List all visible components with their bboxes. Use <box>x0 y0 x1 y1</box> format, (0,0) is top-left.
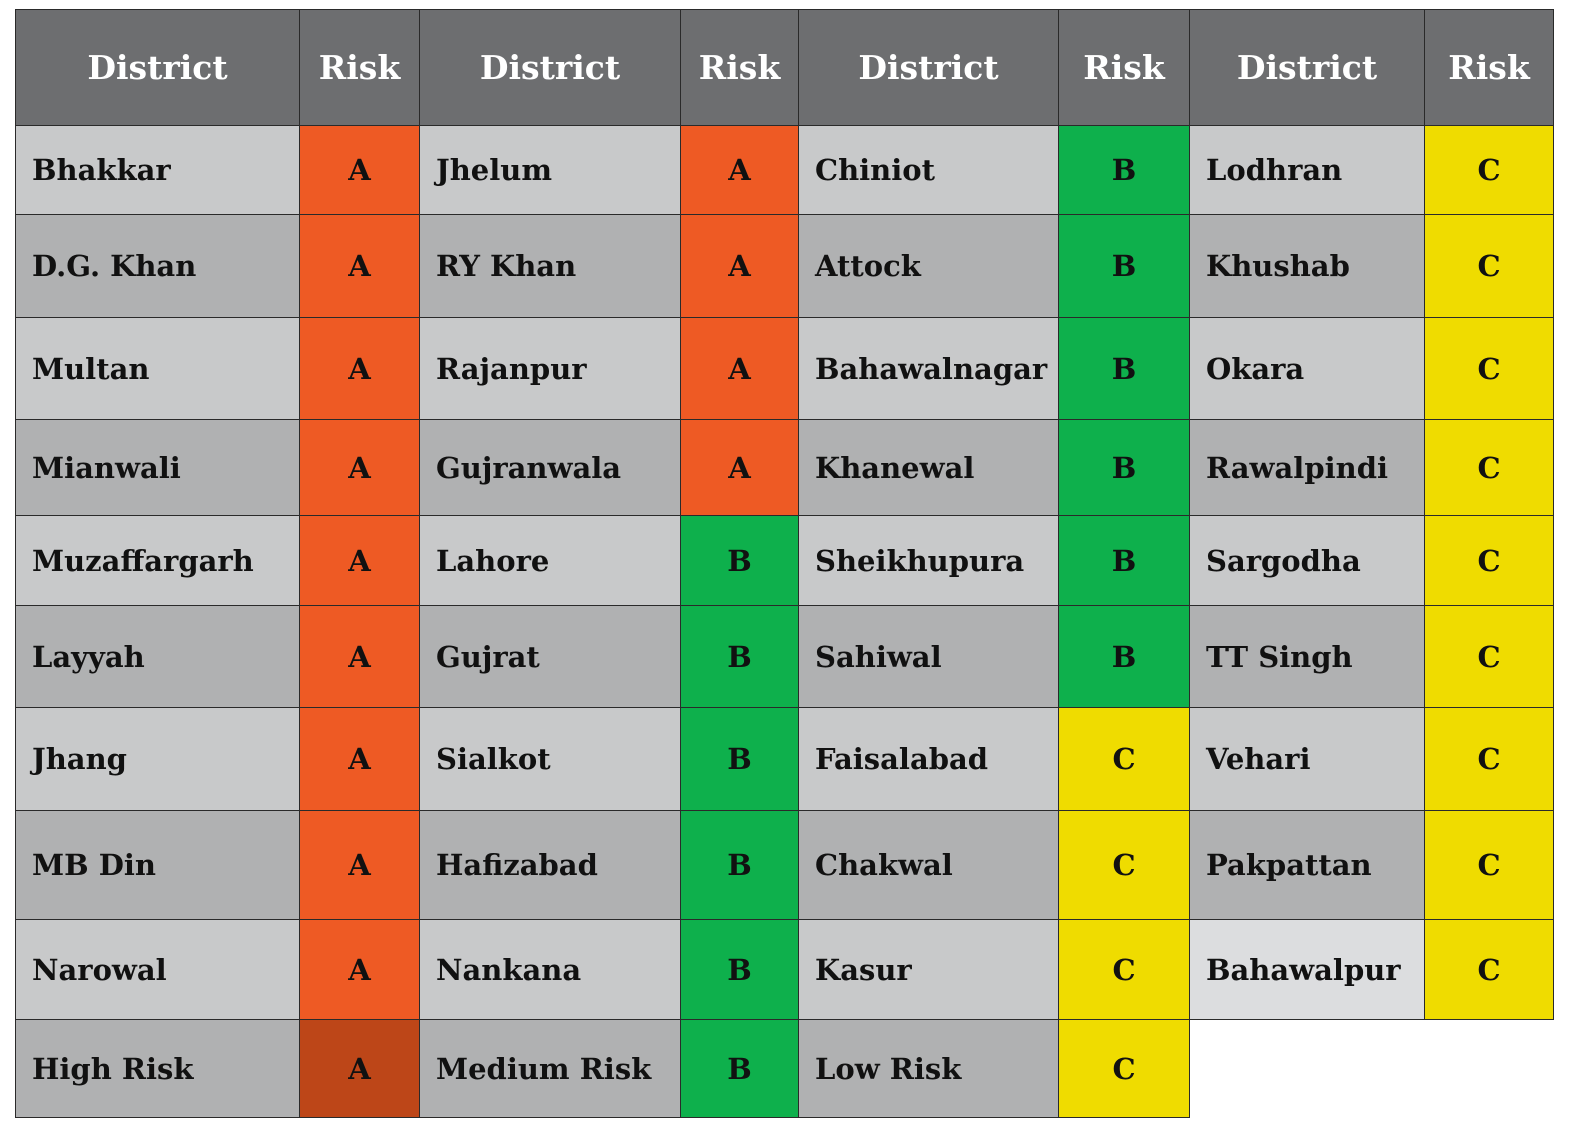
risk-cell: C <box>1058 919 1190 1020</box>
empty-cell <box>1189 1019 1554 1118</box>
district-cell: Sahiwal <box>798 605 1059 708</box>
risk-cell: A <box>680 214 799 318</box>
risk-cell: A <box>299 515 420 606</box>
header-row: District Risk District Risk District Ris… <box>15 9 1554 126</box>
district-cell: Bhakkar <box>15 125 300 215</box>
district-cell: Gujrat <box>419 605 681 708</box>
risk-cell: A <box>299 317 420 420</box>
risk-cell: B <box>1058 125 1190 215</box>
column-header: District <box>419 9 681 126</box>
risk-cell: C <box>1424 707 1554 811</box>
table-row: Layyah A Gujrat B Sahiwal B TT Singh C <box>15 605 1554 708</box>
district-cell: Khushab <box>1189 214 1425 318</box>
district-cell: Vehari <box>1189 707 1425 811</box>
risk-cell: B <box>680 605 799 708</box>
risk-cell: C <box>1058 810 1190 920</box>
risk-cell: A <box>299 707 420 811</box>
district-cell: Rajanpur <box>419 317 681 420</box>
legend-row: High Risk A Medium Risk B Low Risk C <box>15 1019 1554 1118</box>
risk-cell: B <box>680 707 799 811</box>
district-cell: Jhang <box>15 707 300 811</box>
risk-cell: A <box>299 419 420 516</box>
district-cell: Faisalabad <box>798 707 1059 811</box>
district-cell: Layyah <box>15 605 300 708</box>
district-cell: Chakwal <box>798 810 1059 920</box>
risk-cell: B <box>680 515 799 606</box>
district-cell: Nankana <box>419 919 681 1020</box>
risk-cell: C <box>1424 810 1554 920</box>
legend-code: C <box>1058 1019 1190 1118</box>
risk-cell: B <box>680 810 799 920</box>
table-row: Multan A Rajanpur A Bahawalnagar B Okara C <box>15 317 1554 420</box>
legend-code: A <box>299 1019 420 1118</box>
risk-cell: C <box>1058 707 1190 811</box>
risk-cell: A <box>680 125 799 215</box>
table-row: Narowal A Nankana B Kasur C Bahawalpur C <box>15 919 1554 1020</box>
district-cell: Sheikhupura <box>798 515 1059 606</box>
column-header: Risk <box>1058 9 1190 126</box>
district-cell: Kasur <box>798 919 1059 1020</box>
risk-cell: A <box>299 810 420 920</box>
risk-cell: C <box>1424 419 1554 516</box>
column-header: Risk <box>680 9 799 126</box>
risk-cell: A <box>299 125 420 215</box>
risk-cell: C <box>1424 125 1554 215</box>
risk-cell: C <box>1424 605 1554 708</box>
district-cell: Sargodha <box>1189 515 1425 606</box>
table-row: Bhakkar A Jhelum A Chiniot B Lodhran C <box>15 125 1554 215</box>
legend-code: B <box>680 1019 799 1118</box>
risk-cell: A <box>680 419 799 516</box>
column-header: Risk <box>299 9 420 126</box>
risk-cell: A <box>299 214 420 318</box>
table-row: MB Din A Hafizabad B Chakwal C Pakpattan C <box>15 810 1554 920</box>
district-cell: Jhelum <box>419 125 681 215</box>
table-row: D.G. Khan A RY Khan A Attock B Khushab C <box>15 214 1554 318</box>
risk-cell: B <box>1058 317 1190 420</box>
district-cell: Khanewal <box>798 419 1059 516</box>
district-cell: Lahore <box>419 515 681 606</box>
district-cell: MB Din <box>15 810 300 920</box>
district-cell: Multan <box>15 317 300 420</box>
table-row: Muzaffargarh A Lahore B Sheikhupura B Sargodha… <box>15 515 1554 606</box>
risk-cell: C <box>1424 515 1554 606</box>
column-header: Risk <box>1424 9 1554 126</box>
legend-label: High Risk <box>15 1019 300 1118</box>
risk-cell: C <box>1424 317 1554 420</box>
risk-cell: B <box>1058 214 1190 318</box>
column-header: District <box>1189 9 1425 126</box>
district-cell: Okara <box>1189 317 1425 420</box>
risk-cell: A <box>680 317 799 420</box>
risk-cell: A <box>299 605 420 708</box>
legend-label: Low Risk <box>798 1019 1059 1118</box>
district-cell: TT Singh <box>1189 605 1425 708</box>
district-cell: Lodhran <box>1189 125 1425 215</box>
district-cell: Mianwali <box>15 419 300 516</box>
district-cell: Bahawalnagar <box>798 317 1059 420</box>
risk-cell: B <box>1058 515 1190 606</box>
district-cell: Muzaffargarh <box>15 515 300 606</box>
district-cell: Attock <box>798 214 1059 318</box>
district-cell: RY Khan <box>419 214 681 318</box>
risk-cell: C <box>1424 214 1554 318</box>
district-cell: Narowal <box>15 919 300 1020</box>
district-cell: Pakpattan <box>1189 810 1425 920</box>
risk-cell: C <box>1424 919 1554 1020</box>
district-cell: Chiniot <box>798 125 1059 215</box>
risk-cell: A <box>299 919 420 1020</box>
district-cell: Gujranwala <box>419 419 681 516</box>
district-cell: D.G. Khan <box>15 214 300 318</box>
column-header: District <box>798 9 1059 126</box>
district-cell: Bahawalpur <box>1189 919 1425 1020</box>
column-header: District <box>15 9 300 126</box>
risk-cell: B <box>1058 419 1190 516</box>
risk-cell: B <box>1058 605 1190 708</box>
legend-label: Medium Risk <box>419 1019 681 1118</box>
district-cell: Rawalpindi <box>1189 419 1425 516</box>
district-cell: Hafizabad <box>419 810 681 920</box>
table-row: Mianwali A Gujranwala A Khanewal B Rawalpindi C <box>15 419 1554 516</box>
risk-cell: B <box>680 919 799 1020</box>
district-cell: Sialkot <box>419 707 681 811</box>
table-row: Jhang A Sialkot B Faisalabad C Vehari C <box>15 707 1554 811</box>
district-risk-table: District Risk District Risk District Ris… <box>15 9 1554 1118</box>
